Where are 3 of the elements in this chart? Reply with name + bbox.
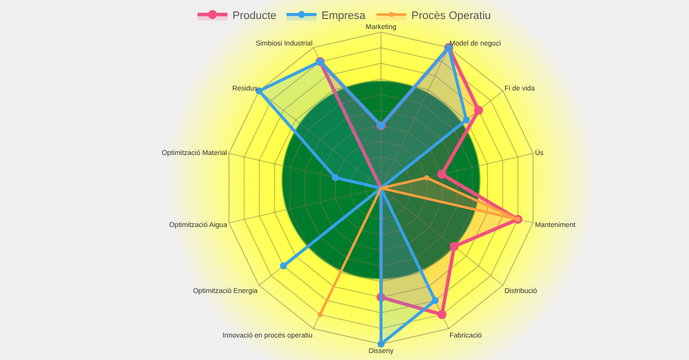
legend-label: Procès Operatiu (411, 10, 491, 22)
legend-label: Producte (232, 10, 277, 22)
legend-label: Empresa (322, 10, 366, 22)
